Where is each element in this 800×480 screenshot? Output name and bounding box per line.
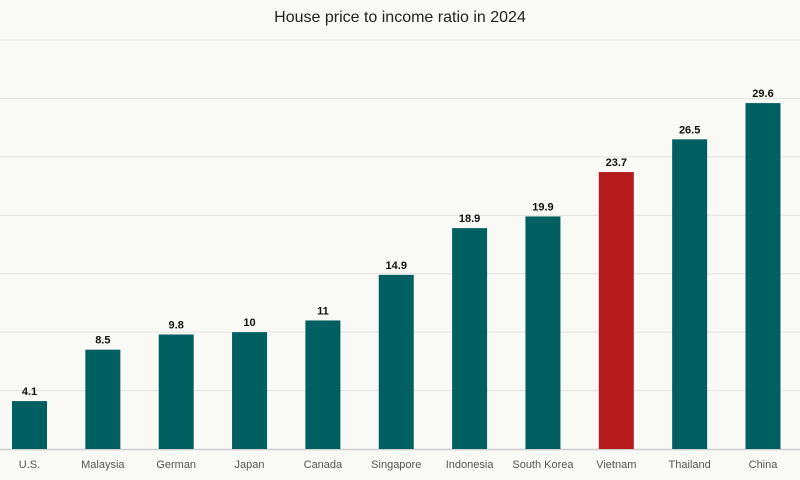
bar-malaysia — [85, 349, 121, 449]
x-tick-label: Canada — [304, 459, 343, 471]
data-label: 4.1 — [22, 386, 37, 398]
x-tick-label: South Korea — [512, 459, 574, 471]
bar-singapore — [378, 274, 414, 449]
x-tick-label: Malaysia — [81, 459, 125, 471]
bar-vietnam — [598, 172, 634, 449]
bar-south-korea — [525, 216, 561, 449]
data-label: 19.9 — [532, 201, 553, 213]
data-label: 29.6 — [752, 88, 773, 100]
bar-german — [158, 334, 194, 449]
x-tick-label: German — [156, 459, 196, 471]
data-label: 8.5 — [95, 335, 110, 347]
bar-indonesia — [452, 228, 488, 449]
data-label: 10 — [243, 317, 255, 329]
data-label: 9.8 — [169, 319, 184, 331]
data-labels: 4.1 8.5 9.8 10 11 14.9 18.9 19.9 23.7 26.5 29.6 — [22, 88, 774, 398]
chart-title: House price to income ratio in 2024 — [274, 9, 526, 26]
bar-china — [745, 103, 781, 450]
x-tick-label: Thailand — [669, 459, 711, 471]
bar-canada — [305, 320, 341, 449]
data-label: 14.9 — [386, 260, 407, 272]
data-label: 18.9 — [459, 213, 480, 225]
data-label: 23.7 — [606, 157, 627, 169]
data-label: 11 — [317, 305, 329, 317]
x-tick-label: Japan — [235, 459, 265, 471]
x-tick-label: U.S. — [19, 459, 40, 471]
bars — [12, 103, 781, 450]
bar-thailand — [672, 139, 708, 450]
bar-japan — [232, 332, 268, 449]
gridlines — [0, 39, 800, 451]
bar-u-s- — [12, 401, 47, 449]
x-tick-label: China — [749, 459, 779, 471]
data-label: 26.5 — [679, 124, 700, 136]
x-tick-labels: U.S. Malaysia German Japan Canada Singapore In… — [19, 459, 778, 471]
x-tick-label: Singapore — [371, 459, 421, 471]
x-tick-label: Vietnam — [596, 459, 636, 471]
x-tick-label: Indonesia — [446, 459, 495, 471]
